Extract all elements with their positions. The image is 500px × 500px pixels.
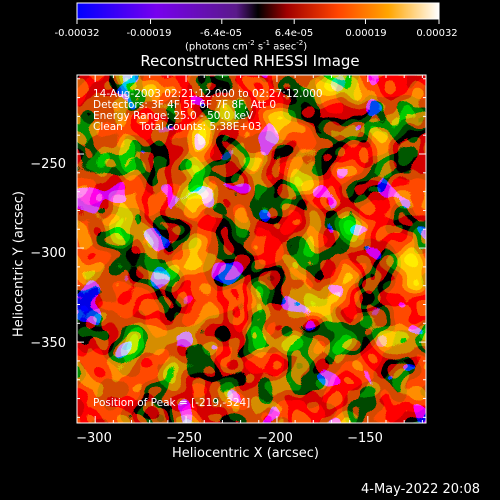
x-tick-label: −150 xyxy=(347,431,383,446)
y-axis-label: Heliocentric Y (arcsec) xyxy=(11,191,27,337)
colorbar-units: (photons cm-2 s-1 asec-2) xyxy=(185,39,308,53)
colorbar-tick-label: 0.00032 xyxy=(416,28,458,39)
y-tick-label: −300 xyxy=(30,246,66,261)
colorbar-tick-label: -6.4e-05 xyxy=(200,28,242,39)
info-peak-position: Position of Peak = [-219,-324] xyxy=(93,397,251,409)
plot-frame xyxy=(76,74,427,424)
y-tick-label: −250 xyxy=(30,157,66,172)
colorbar-tick-label: 6.4e-05 xyxy=(274,28,314,39)
chart-title: Reconstructed RHESSI Image xyxy=(140,52,360,70)
heatmap-image xyxy=(77,75,426,423)
colorbar-tick-label: -0.00019 xyxy=(126,28,172,39)
info-energy-range: Energy Range: 25.0 - 50.0 keV xyxy=(93,110,254,122)
x-axis-label: Heliocentric X (arcsec) xyxy=(172,446,319,461)
info-algorithm: Clean Total counts: 5.38E+03 xyxy=(93,121,262,133)
x-tick-label: −300 xyxy=(76,431,112,446)
x-tick-label: −200 xyxy=(257,431,293,446)
info-detectors: Detectors: 3F 4F 5F 6F 7F 8F, Att 0 xyxy=(93,99,277,111)
axis-tickmarks xyxy=(76,75,426,423)
colorbar-tick-label: -0.00032 xyxy=(54,28,100,39)
x-tick-label: −250 xyxy=(166,431,202,446)
footer-date: 4-May-2022 20:08 xyxy=(361,482,480,497)
colorbar xyxy=(76,2,440,24)
colorbar-tick-label: 0.00019 xyxy=(345,28,387,39)
colorbar-gradient xyxy=(76,2,440,20)
colorbar-tickmarks xyxy=(76,19,440,24)
y-tick-label: −350 xyxy=(30,336,66,351)
info-time-range: 14-Aug-2003 02:21:12.000 to 02:27:12.000 xyxy=(93,88,323,100)
